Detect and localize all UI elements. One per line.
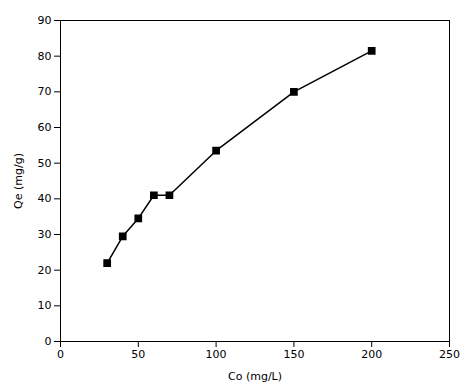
svg-text:150: 150: [283, 348, 304, 361]
svg-text:90: 90: [38, 14, 52, 27]
svg-text:Qe (mg/g): Qe (mg/g): [12, 153, 25, 209]
svg-text:50: 50: [38, 157, 52, 170]
svg-text:0: 0: [45, 335, 52, 348]
svg-text:30: 30: [38, 228, 52, 241]
svg-text:60: 60: [38, 121, 52, 134]
svg-text:0: 0: [57, 348, 64, 361]
svg-text:80: 80: [38, 50, 52, 63]
svg-text:40: 40: [38, 192, 52, 205]
svg-text:200: 200: [361, 348, 382, 361]
svg-text:10: 10: [38, 299, 52, 312]
svg-text:100: 100: [206, 348, 227, 361]
svg-text:250: 250: [439, 348, 460, 361]
svg-text:20: 20: [38, 264, 52, 277]
svg-text:Co (mg/L): Co (mg/L): [228, 370, 282, 383]
svg-text:50: 50: [131, 348, 145, 361]
svg-text:70: 70: [38, 85, 52, 98]
